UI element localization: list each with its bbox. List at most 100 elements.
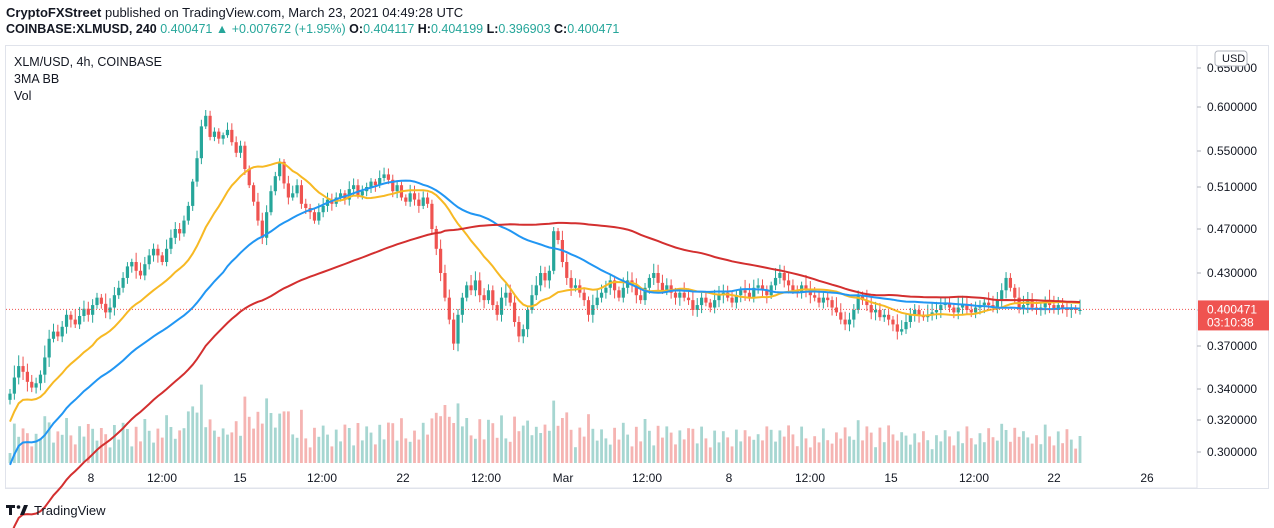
candle-body <box>121 277 125 288</box>
volume-bar <box>365 426 369 463</box>
volume-bar <box>408 441 412 463</box>
volume-bar <box>282 411 286 463</box>
volume-bar <box>926 440 930 463</box>
volume-bar <box>478 419 482 463</box>
candle-body <box>112 295 116 308</box>
candle-body <box>134 262 138 271</box>
volume-bar <box>217 436 221 463</box>
volume-bar <box>695 443 699 463</box>
y-tick-label: 0.470000 <box>1207 222 1257 236</box>
x-tick-label: 15 <box>884 471 898 485</box>
candle-body <box>130 262 134 267</box>
volume-bar <box>456 403 460 463</box>
candle-body <box>852 310 856 320</box>
candle-body <box>1021 305 1026 308</box>
legend-volume[interactable]: Vol <box>14 89 32 103</box>
candle-body <box>821 297 825 303</box>
x-tick-label: 8 <box>726 471 733 485</box>
legend-indicator[interactable]: 3MA BB <box>14 72 60 86</box>
candle-body <box>338 193 343 198</box>
open-value: 0.404117 <box>363 22 415 36</box>
volume-bar <box>778 430 782 463</box>
volume-bar <box>987 428 991 463</box>
volume-bar <box>1039 444 1043 463</box>
candle-body <box>526 310 530 330</box>
candle-body <box>421 197 425 206</box>
candle-body <box>960 305 965 308</box>
volume-bar <box>817 442 821 463</box>
candle-body <box>808 290 812 296</box>
volume-bar <box>230 432 234 463</box>
x-tick-label: 8 <box>88 471 95 485</box>
candle-body <box>151 248 156 256</box>
volume-bar <box>878 427 882 463</box>
candle-body <box>747 292 752 298</box>
volume-bar <box>930 449 934 463</box>
volume-bar <box>465 418 469 463</box>
publisher-name[interactable]: CryptoFXStreet <box>6 5 102 20</box>
candle-body <box>147 255 151 265</box>
candle-body <box>508 292 512 303</box>
volume-bar <box>682 439 686 463</box>
candle-body <box>295 185 299 194</box>
volume-bar <box>843 427 847 463</box>
volume-bar <box>204 427 208 463</box>
candle-body <box>586 300 591 315</box>
candle-body <box>673 292 678 298</box>
x-tick-label: 12:00 <box>795 471 825 485</box>
volume-bar <box>213 430 216 463</box>
x-tick-label: 12:00 <box>471 471 501 485</box>
volume-bar <box>808 447 812 463</box>
candle-body <box>469 285 473 291</box>
x-tick-label: 12:00 <box>307 471 337 485</box>
volume-bar <box>12 423 16 463</box>
volume-bar <box>95 440 99 463</box>
volume-bar <box>974 444 978 463</box>
candle-body <box>908 314 912 322</box>
volume-bar <box>556 425 560 463</box>
candle-body <box>21 366 25 372</box>
y-tick-label: 0.340000 <box>1207 382 1257 396</box>
volume-bar <box>608 444 612 463</box>
volume-bar <box>334 429 338 463</box>
currency-badge <box>1214 50 1248 67</box>
up-arrow-icon: ▲ <box>215 22 229 36</box>
candle-body <box>830 300 834 308</box>
tradingview-logo-icon <box>6 505 28 515</box>
volume-bar <box>234 421 238 463</box>
candle-body <box>517 322 521 337</box>
volume-bar <box>286 411 290 463</box>
volume-bar <box>39 438 42 463</box>
volume-bar <box>273 427 277 463</box>
volume-bar <box>1052 445 1056 463</box>
y-tick-label: 0.320000 <box>1207 413 1257 427</box>
candle-body <box>34 383 38 388</box>
candle-body <box>704 297 708 303</box>
candle-body <box>552 231 556 271</box>
candle-body <box>199 126 203 159</box>
volume-bar <box>387 422 390 463</box>
volume-bar <box>352 445 356 463</box>
legend-symbol[interactable]: XLM/USD, 4h, COINBASE <box>14 55 162 69</box>
ma-mid-line <box>9 179 1081 466</box>
candle-body <box>38 374 43 384</box>
candle-body <box>713 300 717 308</box>
candle-body <box>752 287 756 298</box>
volume-bar <box>487 419 490 463</box>
candle-body <box>865 300 869 306</box>
volume-bar <box>965 426 969 463</box>
candle-body <box>373 181 377 186</box>
candle-body <box>556 231 560 240</box>
volume-bar <box>595 440 599 463</box>
volume-bar <box>574 447 577 463</box>
volume-bar <box>1035 435 1038 463</box>
candle-body <box>282 161 286 184</box>
volume-bar <box>1065 429 1069 463</box>
candle-body <box>412 193 417 200</box>
volume-bar <box>591 428 595 463</box>
candle-body <box>234 142 238 153</box>
tradingview-brand[interactable]: TradingView <box>34 502 106 518</box>
volume-bar <box>717 442 721 463</box>
candle-body <box>504 292 508 298</box>
